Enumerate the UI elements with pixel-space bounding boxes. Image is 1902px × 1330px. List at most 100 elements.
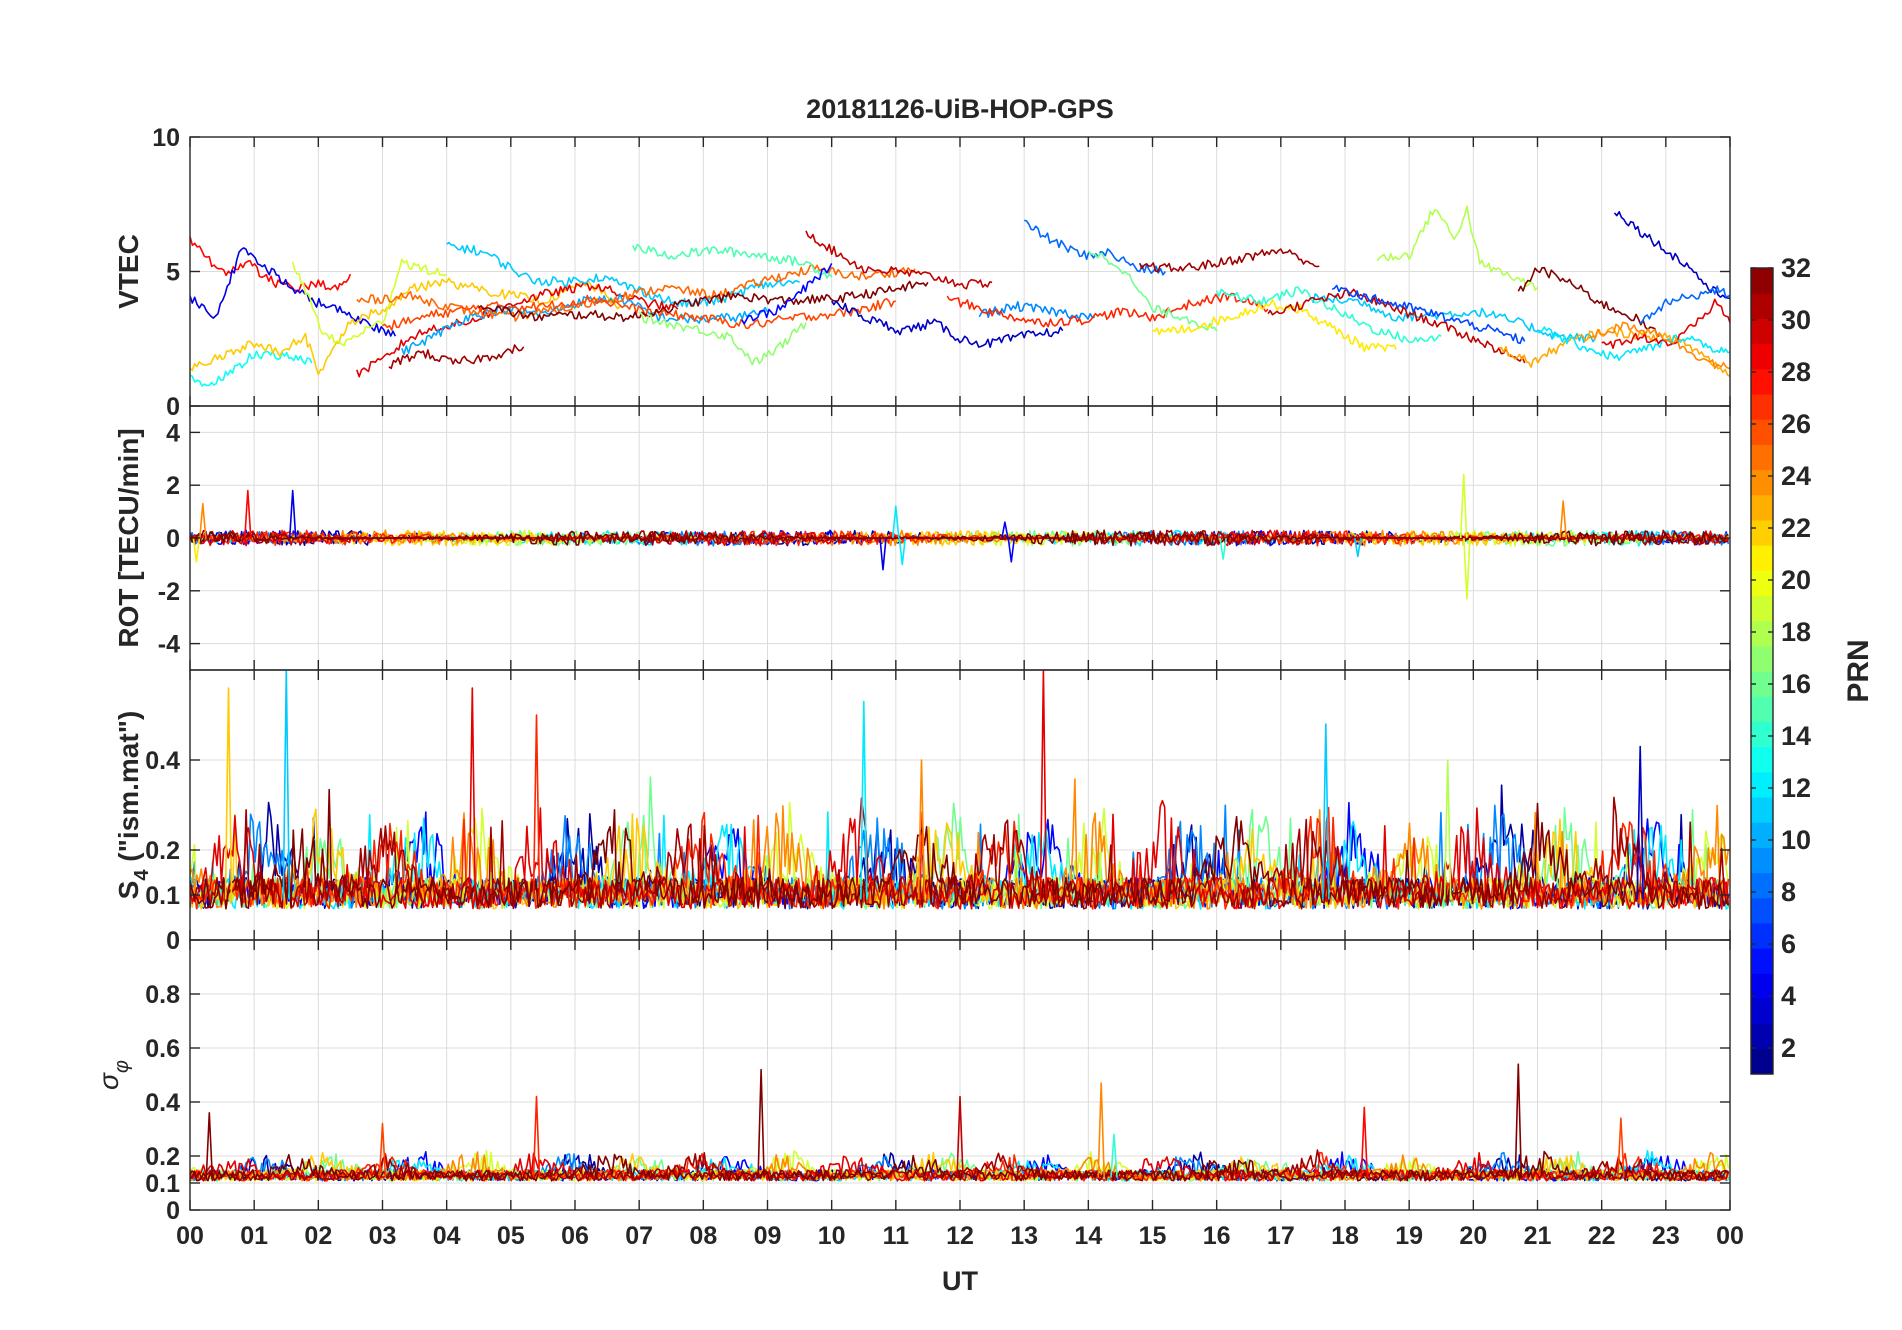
- vtec-series-prn-24: [1588, 321, 1730, 370]
- colorbar-label: PRN: [1842, 639, 1875, 702]
- vtec-series-prn-8: [1639, 285, 1730, 325]
- colorbar-segment: [1751, 671, 1773, 697]
- colorbar-segment: [1751, 293, 1773, 319]
- vtec-series-prn-28: [190, 236, 352, 292]
- y-tick-label: 0.4: [145, 747, 180, 775]
- vtec-series-prn-23: [1498, 326, 1730, 378]
- vtec-series-prn-15: [632, 243, 833, 279]
- colorbar-segment: [1751, 721, 1773, 748]
- colorbar-segment: [1751, 847, 1773, 874]
- y-tick-label: 0.1: [145, 1170, 180, 1198]
- colorbar-segment: [1751, 1048, 1773, 1075]
- x-tick-label: 19: [1395, 1222, 1423, 1250]
- colorbar-tick-label: 22: [1781, 513, 1811, 543]
- vtec-series-prn-31: [388, 344, 525, 370]
- x-tick-label: 06: [561, 1222, 589, 1250]
- colorbar-tick-label: 30: [1781, 305, 1811, 335]
- y-tick-label: 4: [166, 419, 180, 447]
- sigma_phi-series-prn-32: [190, 1150, 1729, 1182]
- colorbar-segment: [1751, 696, 1773, 722]
- s4-series-prn-22: [190, 808, 1730, 910]
- y-axis-label-sigma_phi: σφ: [93, 1060, 133, 1090]
- rot-series-prn-22: [190, 529, 1729, 547]
- colorbar-segment: [1751, 494, 1773, 521]
- rot-spike: [1001, 521, 1009, 539]
- colorbar-segment: [1751, 368, 1773, 395]
- colorbar-segment: [1751, 444, 1773, 471]
- colorbar-segment: [1751, 595, 1773, 622]
- colorbar-segment: [1751, 922, 1773, 949]
- s4-spike: [917, 759, 926, 900]
- vtec-series-prn-32: [478, 280, 929, 323]
- colorbar-tick-label: 12: [1781, 773, 1811, 803]
- y-tick-label: 0.1: [145, 882, 180, 910]
- s4-spike: [532, 714, 541, 900]
- x-tick-label: 07: [625, 1222, 653, 1250]
- x-tick-label: 09: [754, 1222, 782, 1250]
- colorbar-tick-label: 24: [1781, 461, 1811, 491]
- x-tick-label: 05: [497, 1222, 525, 1250]
- colorbar-tick-label: 4: [1781, 981, 1796, 1011]
- panel-vtec: 0 5 10 VTEC: [113, 124, 1731, 421]
- vtec-series-prn-14: [1215, 286, 1442, 344]
- colorbar-tick-label: 16: [1781, 669, 1811, 699]
- y-tick-label: 0.4: [145, 1089, 180, 1117]
- sigma_phi-spike: [1097, 1082, 1105, 1178]
- y-axis-label-rot: ROT [TECU/min]: [113, 428, 144, 647]
- vtec-series-prn-5: [741, 263, 833, 325]
- y-tick-label: 10: [152, 124, 180, 152]
- vtec-series-prn-16: [1087, 250, 1218, 332]
- colorbar-segment: [1751, 570, 1773, 597]
- vtec-series-prn-31: [1138, 248, 1320, 273]
- rot-spike: [244, 489, 252, 539]
- x-axis-label: UT: [942, 1266, 978, 1296]
- y-tick-label: 0.6: [145, 1035, 180, 1063]
- colorbar-segment: [1751, 948, 1773, 974]
- colorbar-tick-label: 18: [1781, 617, 1811, 647]
- vtec-series-prn-17: [638, 311, 807, 366]
- x-tick-label: 01: [240, 1222, 268, 1250]
- x-tick-label: 23: [1652, 1222, 1680, 1250]
- sigma_phi-spike: [378, 1122, 387, 1178]
- y-axis-label-vtec: VTEC: [113, 234, 144, 309]
- traces-sigma_phi: [190, 1063, 1730, 1182]
- colorbar-segment: [1751, 771, 1773, 798]
- y-axis-label-s4: S4 ("ism.mat"): [113, 711, 153, 900]
- x-tick-label: 00: [176, 1222, 204, 1250]
- colorbar-segment: [1751, 545, 1773, 571]
- x-tick-label: 16: [1203, 1222, 1231, 1250]
- sigma_phi-spike: [1360, 1106, 1369, 1178]
- colorbar-tick-label: 32: [1781, 253, 1811, 283]
- x-tick-label: 00: [1716, 1222, 1744, 1250]
- rot-spike: [1459, 473, 1468, 539]
- traces-rot: [190, 473, 1730, 600]
- colorbar-segment: [1751, 746, 1773, 773]
- s4-spike: [468, 687, 477, 900]
- vtec-series-prn-4: [190, 247, 397, 337]
- colorbar-segment: [1751, 620, 1773, 647]
- vtec-series-prn-11: [1312, 293, 1596, 344]
- vtec-series-prn-10: [401, 293, 769, 356]
- y-tick-label: 0: [166, 1197, 180, 1225]
- x-tick-label: 20: [1459, 1222, 1487, 1250]
- vtec-series-prn-3: [1613, 211, 1730, 300]
- s4-spike: [1322, 723, 1330, 900]
- rot-series-prn-32: [190, 529, 1729, 547]
- colorbar-segment: [1751, 393, 1773, 420]
- x-tick-label: 13: [1010, 1222, 1038, 1250]
- rot-spike: [879, 537, 887, 571]
- vtec-series-prn-3: [831, 300, 1064, 348]
- rot-spike: [288, 489, 297, 539]
- x-tick-label: 14: [1074, 1222, 1102, 1250]
- colorbar-segment: [1751, 343, 1773, 370]
- colorbar-tick-label: 10: [1781, 825, 1811, 855]
- vtec-series-prn-30: [805, 230, 993, 290]
- colorbar-segment: [1751, 796, 1773, 823]
- s4-spike: [282, 670, 291, 900]
- vtec-series-prn-29: [1601, 298, 1730, 349]
- colorbar-segment: [1751, 318, 1773, 345]
